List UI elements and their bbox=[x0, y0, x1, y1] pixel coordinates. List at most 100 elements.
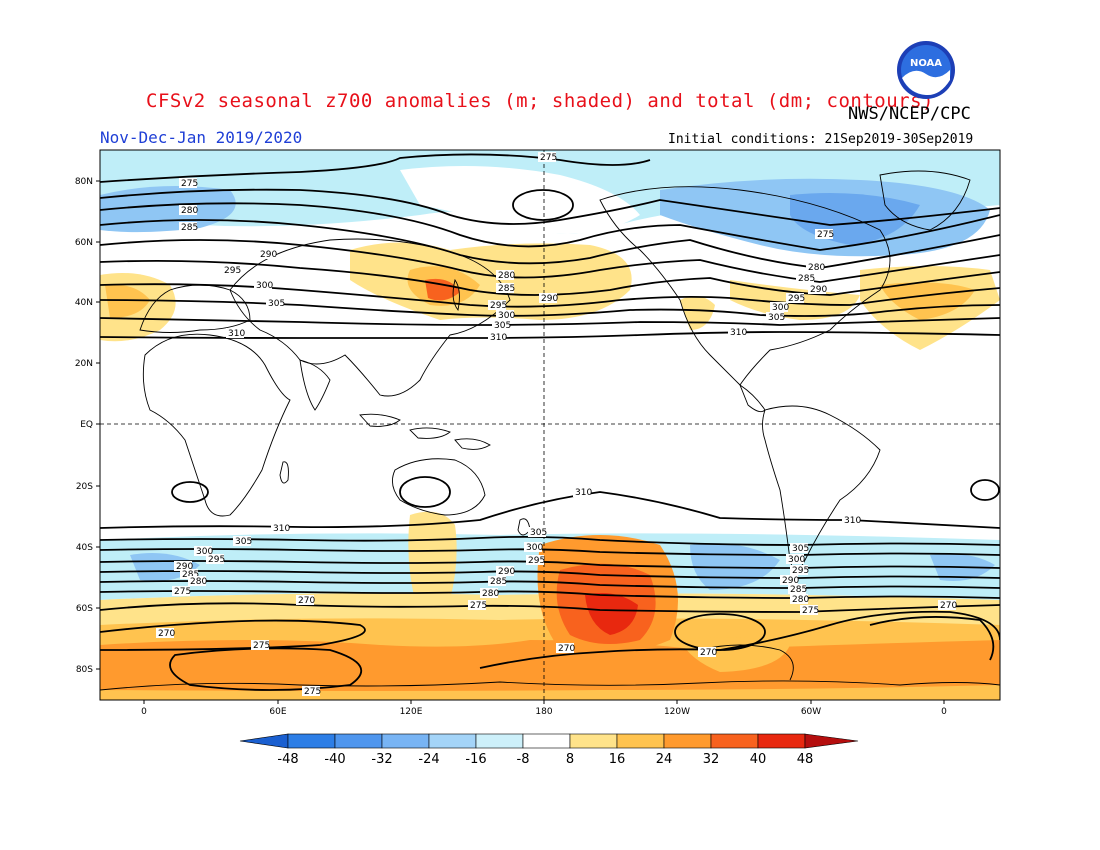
contour-label: 290 bbox=[176, 562, 193, 572]
lon-label: 120W bbox=[664, 707, 690, 717]
contour-label: 290 bbox=[498, 567, 515, 577]
initial-conditions: Initial conditions: 21Sep2019-30Sep2019 bbox=[668, 132, 974, 147]
colorbar-right-arrow bbox=[804, 733, 859, 749]
colorbar-bin bbox=[757, 733, 806, 749]
contour-label: 295 bbox=[224, 266, 241, 276]
coastlines bbox=[100, 170, 1000, 691]
contour-label: 270 bbox=[298, 596, 315, 606]
svg-text:NOAA: NOAA bbox=[910, 58, 942, 69]
contour-label: 310 bbox=[844, 516, 861, 526]
lon-label: 120E bbox=[400, 707, 423, 717]
contour-label: 275 bbox=[802, 606, 819, 616]
contour-label: 310 bbox=[490, 333, 507, 343]
lon-label: 0 bbox=[941, 707, 947, 717]
forecast-period: Nov-Dec-Jan 2019/2020 bbox=[100, 128, 303, 147]
contour-label: 300 bbox=[196, 547, 213, 557]
colorbar-tick: -24 bbox=[418, 752, 439, 767]
lon-label: 60E bbox=[269, 707, 286, 717]
contour-label: 310 bbox=[273, 524, 290, 534]
contour-label: 270 bbox=[940, 601, 957, 611]
colorbar-bin bbox=[381, 733, 430, 749]
contour-label: 270 bbox=[158, 629, 175, 639]
contour-label: 310 bbox=[575, 488, 592, 498]
contour-label: 280 bbox=[190, 577, 207, 587]
colorbar-tick: -40 bbox=[324, 752, 345, 767]
contour-label: 275 bbox=[253, 641, 270, 651]
latitude-axis: 80N 60N 40N 20N EQ 20S 40S 60S 80S bbox=[75, 177, 100, 675]
colorbar: -48 -40 -32 -24 -16 -8 8 16 24 32 40 48 bbox=[239, 733, 859, 767]
contour-label: 280 bbox=[808, 263, 825, 273]
map-border bbox=[99, 149, 1001, 701]
contour-label: 285 bbox=[798, 274, 815, 284]
contour-label: 295 bbox=[490, 301, 507, 311]
colorbar-bin bbox=[334, 733, 383, 749]
contour-label: 290 bbox=[541, 294, 558, 304]
colorbar-bin bbox=[428, 733, 477, 749]
contour-label: 280 bbox=[181, 206, 198, 216]
contour-label: 295 bbox=[208, 555, 225, 565]
lat-label: 40S bbox=[76, 543, 93, 553]
contour-label: 310 bbox=[228, 329, 245, 339]
contour-label: 305 bbox=[494, 321, 511, 331]
colorbar-tick: 32 bbox=[703, 752, 720, 767]
contour-label: 300 bbox=[256, 281, 273, 291]
contour-label: 300 bbox=[526, 543, 543, 553]
lon-label: 180 bbox=[535, 707, 552, 717]
contour-label: 280 bbox=[498, 271, 515, 281]
contour-label: 275 bbox=[181, 179, 198, 189]
colorbar-tick: -8 bbox=[517, 752, 530, 767]
colorbar-left-arrow bbox=[239, 733, 289, 749]
contour-label: 310 bbox=[730, 328, 747, 338]
colorbar-bin bbox=[710, 733, 759, 749]
colorbar-bin bbox=[663, 733, 712, 749]
colorbar-tick: -16 bbox=[465, 752, 486, 767]
colorbar-bin bbox=[522, 733, 571, 749]
colorbar-tick: 48 bbox=[797, 752, 814, 767]
colorbar-tick: -48 bbox=[277, 752, 298, 767]
lat-label: 60S bbox=[76, 604, 93, 614]
contour-label: 280 bbox=[482, 589, 499, 599]
contour-label: 275 bbox=[470, 601, 487, 611]
contour-label: 270 bbox=[558, 644, 575, 654]
contour-label: 305 bbox=[792, 544, 809, 554]
contour-label: 300 bbox=[498, 311, 515, 321]
colorbar-tick: 8 bbox=[566, 752, 574, 767]
colorbar-tick: 16 bbox=[609, 752, 626, 767]
colorbar-tick: 24 bbox=[656, 752, 673, 767]
contour-label: 285 bbox=[490, 577, 507, 587]
lat-label: 20N bbox=[75, 359, 93, 369]
contour-label: 285 bbox=[498, 284, 515, 294]
noaa-logo-icon: NOAA bbox=[897, 41, 955, 99]
contour-label: 305 bbox=[268, 299, 285, 309]
lat-label: 80S bbox=[76, 665, 93, 675]
contour-label: 275 bbox=[304, 687, 321, 697]
contour-label: 305 bbox=[235, 537, 252, 547]
contour-label: 300 bbox=[772, 303, 789, 313]
contour-label: 275 bbox=[540, 153, 557, 163]
contour-label: 285 bbox=[790, 585, 807, 595]
colorbar-tick: -32 bbox=[371, 752, 392, 767]
map-title: CFSv2 seasonal z700 anomalies (m; shaded… bbox=[146, 90, 934, 112]
contour-label: 275 bbox=[817, 230, 834, 240]
lon-label: 60W bbox=[801, 707, 821, 717]
contour-label: 290 bbox=[782, 576, 799, 586]
agency-label: NWS/NCEP/CPC bbox=[848, 104, 971, 124]
lon-label: 0 bbox=[141, 707, 147, 717]
colorbar-bin bbox=[475, 733, 524, 749]
lat-label: EQ bbox=[80, 420, 93, 430]
contour-labels: 275 280 285 290 295 300 305 310 280 285 … bbox=[156, 152, 957, 697]
map-panel: 275 280 285 290 295 300 305 310 280 285 … bbox=[100, 150, 1000, 700]
contour-label: 305 bbox=[530, 528, 547, 538]
colorbar-bin bbox=[287, 733, 336, 749]
colorbar-bin bbox=[616, 733, 665, 749]
contour-label: 290 bbox=[810, 285, 827, 295]
longitude-axis: 0 60E 120E 180 120W 60W 0 bbox=[141, 700, 947, 717]
contour-label: 305 bbox=[768, 313, 785, 323]
lat-label: 80N bbox=[75, 177, 93, 187]
contour-label: 285 bbox=[182, 570, 199, 580]
contour-label: 290 bbox=[260, 250, 277, 260]
lat-label: 20S bbox=[76, 482, 93, 492]
lat-label: 60N bbox=[75, 238, 93, 248]
contour-label: 280 bbox=[792, 595, 809, 605]
